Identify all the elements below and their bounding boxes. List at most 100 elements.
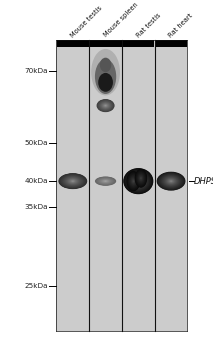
Ellipse shape [165, 177, 177, 185]
Ellipse shape [125, 169, 152, 193]
Ellipse shape [102, 103, 109, 108]
Ellipse shape [160, 174, 183, 189]
Ellipse shape [130, 177, 137, 186]
Ellipse shape [64, 176, 81, 186]
Ellipse shape [96, 177, 115, 186]
Ellipse shape [95, 59, 116, 94]
Ellipse shape [137, 172, 145, 184]
Ellipse shape [123, 168, 153, 194]
Ellipse shape [127, 171, 140, 191]
Ellipse shape [135, 170, 146, 187]
Ellipse shape [157, 172, 186, 191]
Ellipse shape [65, 177, 81, 186]
Ellipse shape [163, 176, 179, 186]
Ellipse shape [137, 180, 140, 182]
Ellipse shape [133, 180, 134, 182]
Ellipse shape [160, 174, 182, 188]
Ellipse shape [129, 174, 138, 188]
Ellipse shape [104, 180, 108, 182]
Ellipse shape [71, 180, 74, 182]
Ellipse shape [161, 174, 182, 188]
Ellipse shape [60, 174, 85, 188]
Ellipse shape [164, 176, 178, 186]
Ellipse shape [130, 176, 137, 187]
Ellipse shape [128, 172, 149, 190]
Ellipse shape [64, 176, 82, 186]
Ellipse shape [100, 102, 111, 110]
Ellipse shape [165, 177, 177, 185]
Ellipse shape [132, 179, 135, 184]
Ellipse shape [134, 178, 142, 184]
Ellipse shape [62, 175, 83, 187]
Text: 35kDa: 35kDa [24, 204, 48, 210]
Ellipse shape [102, 103, 109, 108]
Ellipse shape [105, 105, 106, 106]
Ellipse shape [127, 172, 140, 190]
Ellipse shape [138, 174, 144, 182]
Ellipse shape [140, 177, 142, 180]
Ellipse shape [132, 180, 134, 183]
Ellipse shape [135, 169, 147, 187]
Ellipse shape [132, 176, 145, 187]
Ellipse shape [126, 170, 151, 192]
Ellipse shape [134, 177, 143, 185]
Ellipse shape [163, 175, 180, 187]
Ellipse shape [105, 105, 106, 106]
Bar [57, 40, 89, 47]
Ellipse shape [128, 173, 139, 189]
Text: 40kDa: 40kDa [24, 178, 48, 184]
Text: Rat testis: Rat testis [135, 12, 162, 38]
Ellipse shape [166, 178, 176, 184]
Bar [56, 40, 187, 331]
Ellipse shape [133, 181, 134, 182]
Text: 70kDa: 70kDa [24, 68, 48, 74]
Ellipse shape [68, 178, 78, 184]
Ellipse shape [68, 178, 78, 184]
Ellipse shape [169, 180, 173, 183]
Ellipse shape [163, 176, 179, 187]
Ellipse shape [140, 176, 142, 180]
Ellipse shape [127, 172, 140, 190]
Ellipse shape [134, 177, 143, 185]
Ellipse shape [170, 180, 173, 182]
Ellipse shape [127, 171, 150, 191]
Text: 50kDa: 50kDa [24, 140, 48, 146]
Ellipse shape [158, 173, 184, 190]
Ellipse shape [69, 179, 77, 183]
Ellipse shape [130, 174, 147, 189]
Ellipse shape [67, 178, 79, 184]
Ellipse shape [66, 177, 79, 185]
Ellipse shape [66, 177, 80, 185]
Ellipse shape [129, 175, 138, 188]
Ellipse shape [126, 171, 150, 191]
Ellipse shape [157, 172, 185, 190]
Ellipse shape [63, 176, 83, 187]
Ellipse shape [98, 100, 113, 111]
Ellipse shape [135, 169, 147, 188]
Ellipse shape [99, 101, 112, 110]
Ellipse shape [137, 180, 140, 183]
Ellipse shape [132, 179, 135, 183]
Ellipse shape [103, 180, 108, 182]
Ellipse shape [133, 177, 144, 186]
Ellipse shape [91, 49, 120, 96]
Ellipse shape [139, 176, 143, 181]
Text: DHPS: DHPS [194, 177, 213, 186]
Ellipse shape [102, 103, 110, 108]
Ellipse shape [131, 178, 136, 184]
Ellipse shape [137, 172, 145, 185]
Ellipse shape [71, 180, 75, 182]
Ellipse shape [127, 172, 140, 191]
Ellipse shape [139, 175, 143, 181]
Ellipse shape [72, 181, 74, 182]
Ellipse shape [170, 181, 172, 182]
Ellipse shape [69, 179, 77, 183]
Bar [122, 40, 154, 47]
Ellipse shape [95, 176, 116, 186]
Ellipse shape [67, 178, 79, 184]
Ellipse shape [98, 100, 113, 111]
Ellipse shape [98, 178, 113, 184]
Ellipse shape [102, 180, 109, 183]
Ellipse shape [135, 178, 141, 184]
Ellipse shape [136, 179, 140, 183]
